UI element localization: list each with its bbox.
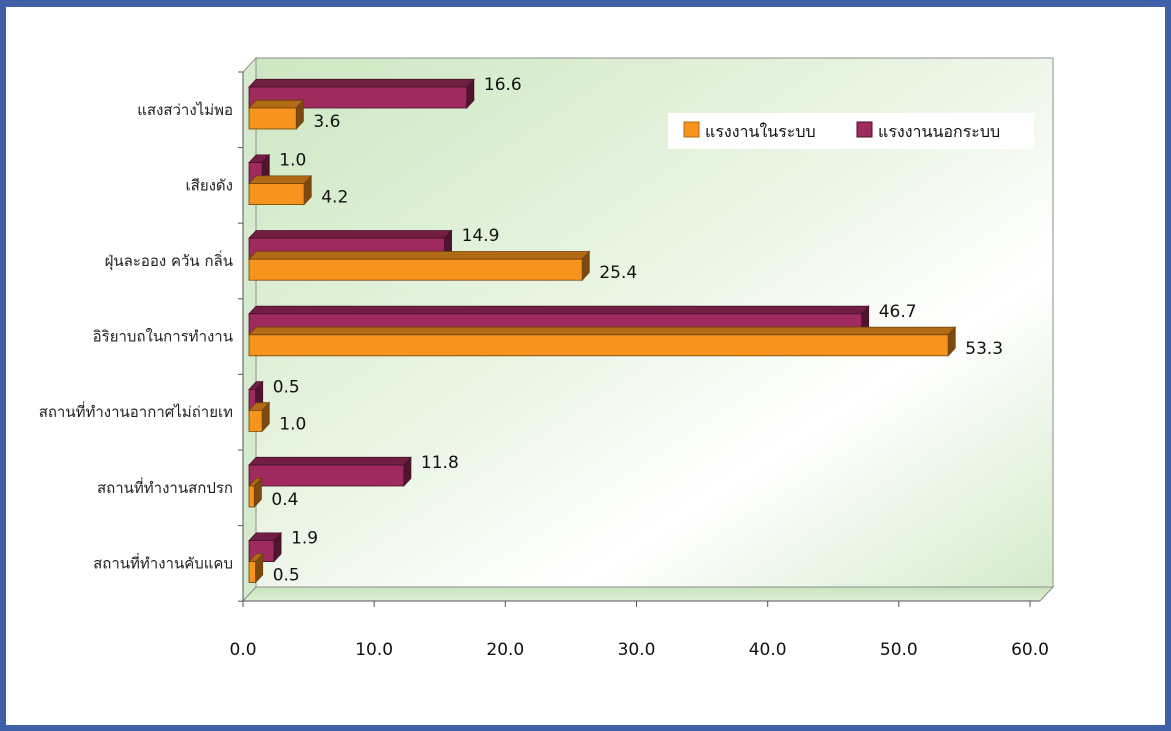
x-tick-label: 0.0 bbox=[229, 640, 256, 660]
bar-formal bbox=[248, 477, 263, 509]
category-label: ฝุ่นละออง ควัน กลิ่น bbox=[105, 250, 233, 271]
x-tick-label: 50.0 bbox=[880, 640, 918, 660]
data-label-formal: 0.4 bbox=[271, 490, 298, 510]
category-label: สถานที่ทำงานอากาศไม่ถ่ายเท bbox=[39, 401, 233, 421]
data-label-informal: 11.8 bbox=[421, 453, 459, 473]
x-tick-label: 10.0 bbox=[355, 640, 393, 660]
data-label-formal: 3.6 bbox=[313, 112, 340, 132]
x-tick-label: 60.0 bbox=[1011, 640, 1049, 660]
data-label-informal: 1.0 bbox=[279, 151, 306, 171]
x-tick-label: 20.0 bbox=[486, 640, 524, 660]
data-label-informal: 16.6 bbox=[484, 75, 522, 95]
bar-formal bbox=[248, 99, 305, 131]
data-label-informal: 46.7 bbox=[879, 302, 917, 322]
data-label-formal: 0.5 bbox=[273, 566, 300, 586]
data-label-formal: 1.0 bbox=[279, 414, 306, 434]
data-label-formal: 25.4 bbox=[599, 263, 637, 283]
bar-informal bbox=[248, 456, 412, 488]
data-label-formal: 53.3 bbox=[965, 339, 1003, 359]
x-tick-label: 40.0 bbox=[749, 640, 787, 660]
data-label-formal: 4.2 bbox=[321, 188, 348, 208]
category-label: สถานที่ทำงานสกปรก bbox=[97, 477, 233, 497]
bar-formal bbox=[248, 326, 957, 357]
category-label: แสงสว่างไม่พอ bbox=[137, 101, 233, 119]
data-label-informal: 1.9 bbox=[291, 529, 318, 549]
category-label: สถานที่ทำงานคับแคบ bbox=[93, 552, 233, 572]
bar-formal bbox=[248, 250, 591, 282]
bar-formal bbox=[248, 174, 313, 206]
bar-formal bbox=[248, 401, 271, 433]
x-tick-label: 30.0 bbox=[618, 640, 656, 660]
bar-formal bbox=[248, 552, 264, 584]
data-label-informal: 14.9 bbox=[462, 226, 500, 246]
category-label: อิริยาบถในการทำงาน bbox=[93, 328, 233, 346]
data-label-informal: 0.5 bbox=[273, 377, 300, 397]
category-label: เสียงดัง bbox=[186, 176, 233, 194]
plot-floor bbox=[241, 586, 1055, 602]
